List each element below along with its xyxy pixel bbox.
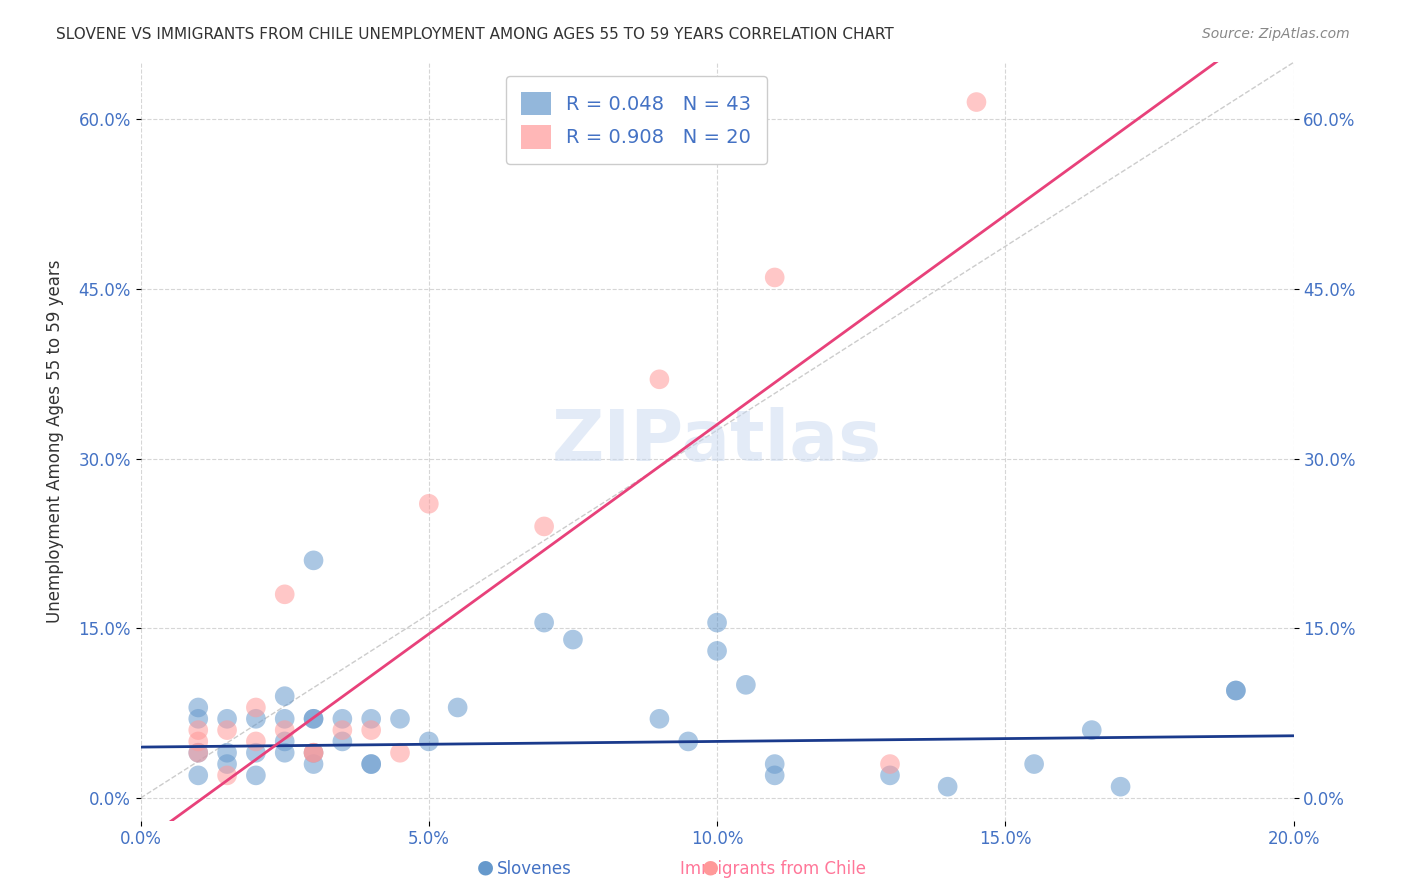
Slovenes <box>187 746 209 760</box>
Immigrants from Chile <box>245 700 267 714</box>
Immigrants from Chile <box>879 757 901 772</box>
Text: ●: ● <box>702 857 718 876</box>
Slovenes <box>763 757 786 772</box>
Slovenes <box>735 678 758 692</box>
Slovenes <box>447 700 470 714</box>
Slovenes <box>217 746 239 760</box>
Slovenes <box>1225 683 1247 698</box>
Slovenes <box>418 734 440 748</box>
Slovenes <box>533 615 555 630</box>
Slovenes <box>678 734 700 748</box>
Slovenes <box>936 780 959 794</box>
Slovenes <box>274 712 297 726</box>
Slovenes <box>187 700 209 714</box>
Slovenes <box>274 734 297 748</box>
Slovenes <box>187 768 209 782</box>
Legend: R = 0.048   N = 43, R = 0.908   N = 20: R = 0.048 N = 43, R = 0.908 N = 20 <box>506 76 766 164</box>
Slovenes <box>274 689 297 703</box>
Immigrants from Chile <box>965 95 987 109</box>
Slovenes <box>274 746 297 760</box>
Text: Immigrants from Chile: Immigrants from Chile <box>681 860 866 878</box>
Slovenes <box>706 615 728 630</box>
Slovenes <box>245 712 267 726</box>
Immigrants from Chile <box>418 497 440 511</box>
Slovenes <box>879 768 901 782</box>
Slovenes <box>763 768 786 782</box>
Slovenes <box>302 553 325 567</box>
Immigrants from Chile <box>187 746 209 760</box>
Immigrants from Chile <box>274 723 297 738</box>
Immigrants from Chile <box>302 746 325 760</box>
Immigrants from Chile <box>533 519 555 533</box>
Slovenes <box>302 712 325 726</box>
Slovenes <box>648 712 671 726</box>
Immigrants from Chile <box>217 768 239 782</box>
Slovenes <box>1024 757 1046 772</box>
Slovenes <box>706 644 728 658</box>
Slovenes <box>332 734 354 748</box>
Slovenes <box>217 712 239 726</box>
Immigrants from Chile <box>648 372 671 386</box>
Slovenes <box>302 757 325 772</box>
Text: SLOVENE VS IMMIGRANTS FROM CHILE UNEMPLOYMENT AMONG AGES 55 TO 59 YEARS CORRELAT: SLOVENE VS IMMIGRANTS FROM CHILE UNEMPLO… <box>56 27 894 42</box>
Slovenes <box>187 712 209 726</box>
Text: ●: ● <box>477 857 494 876</box>
Slovenes <box>1225 683 1247 698</box>
Text: ZIPatlas: ZIPatlas <box>553 407 882 476</box>
Immigrants from Chile <box>274 587 297 601</box>
Y-axis label: Unemployment Among Ages 55 to 59 years: Unemployment Among Ages 55 to 59 years <box>46 260 65 624</box>
Slovenes <box>332 712 354 726</box>
Slovenes <box>1081 723 1104 738</box>
Text: Source: ZipAtlas.com: Source: ZipAtlas.com <box>1202 27 1350 41</box>
Immigrants from Chile <box>187 734 209 748</box>
Immigrants from Chile <box>187 723 209 738</box>
Slovenes <box>360 757 382 772</box>
Slovenes <box>360 712 382 726</box>
Slovenes <box>245 746 267 760</box>
Immigrants from Chile <box>332 723 354 738</box>
Immigrants from Chile <box>245 734 267 748</box>
Slovenes <box>302 746 325 760</box>
Text: Slovenes: Slovenes <box>496 860 572 878</box>
Slovenes <box>360 757 382 772</box>
Slovenes <box>217 757 239 772</box>
Immigrants from Chile <box>217 723 239 738</box>
Slovenes <box>302 712 325 726</box>
Slovenes <box>562 632 585 647</box>
Immigrants from Chile <box>360 723 382 738</box>
Immigrants from Chile <box>763 270 786 285</box>
Immigrants from Chile <box>302 746 325 760</box>
Immigrants from Chile <box>388 746 411 760</box>
Slovenes <box>245 768 267 782</box>
Slovenes <box>388 712 411 726</box>
Slovenes <box>1109 780 1132 794</box>
